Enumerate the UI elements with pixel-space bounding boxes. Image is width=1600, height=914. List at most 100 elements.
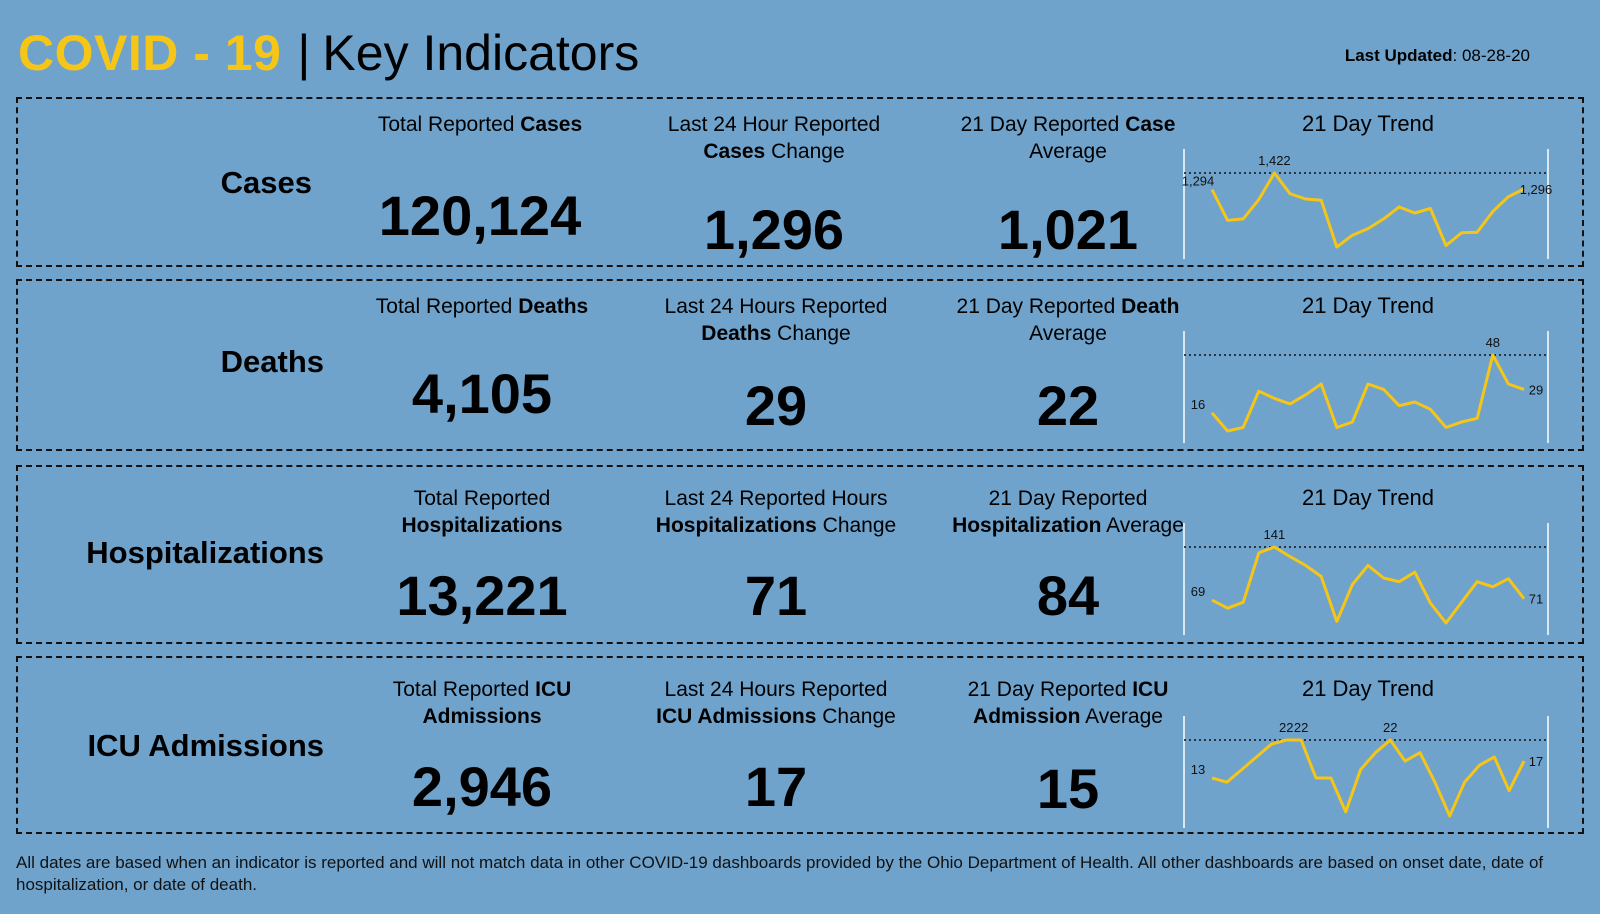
caption-text: Last 24 Hours Reported — [664, 678, 888, 701]
caption-bold: Hospitalizations — [401, 514, 563, 537]
caption-bold: Deaths — [701, 322, 772, 345]
caption-text: Last 24 Reported Hours — [664, 487, 888, 510]
trend-title-cases: 21 Day Trend — [1301, 111, 1435, 136]
caption-text: Average — [1101, 514, 1184, 537]
trend-data-label: 141 — [1264, 527, 1286, 542]
last-updated: Last Updated: 08-28-20 — [1345, 46, 1530, 66]
metric-total-icu: Total Reported ICU Admissions 2,946 — [332, 676, 632, 818]
metric-total-deaths: Total Reported Deaths 4,105 — [332, 293, 632, 425]
trend-data-label: 22 — [1294, 720, 1308, 735]
title-highlight: COVID - 19 — [18, 25, 282, 81]
caption-bold: Cases — [520, 113, 583, 136]
caption-bold: Deaths — [518, 295, 589, 318]
trend-title-deaths: 21 Day Trend — [1301, 293, 1435, 318]
value-average-deaths: 22 — [1036, 374, 1100, 437]
caption-text: Total Reported — [392, 678, 536, 701]
trend-line — [1210, 353, 1525, 433]
icu-panel: ICU Admissions Total Reported ICU Admissi… — [16, 656, 1584, 834]
caption-text: Average — [1085, 705, 1163, 728]
value-change-icu: 17 — [744, 755, 808, 818]
hospitalizations-panel: Hospitalizations Total Reported Hospitali… — [16, 465, 1584, 644]
title-text: Key Indicators — [322, 25, 640, 81]
metric-average-deaths: 21 Day Reported Death Average 22 — [918, 293, 1218, 437]
metric-total-cases: Total Reported Cases 120,124 — [330, 111, 630, 247]
row-label-cases: Cases — [220, 165, 312, 200]
trend-data-label: 1,422 — [1258, 153, 1291, 168]
caption-bold: Case — [1125, 113, 1176, 136]
trend-chart-hospitalizations: 69 141 71 — [1183, 523, 1549, 635]
value-average-cases: 1,021 — [997, 198, 1139, 261]
caption-text: Last 24 Hour Reported — [667, 113, 881, 136]
value-average-hospitalizations: 84 — [1036, 564, 1100, 627]
caption-bold: Admissions — [422, 705, 542, 728]
value-average-icu: 15 — [1036, 757, 1100, 820]
trend-line — [1211, 545, 1526, 625]
caption-bold: Hospitalizations — [655, 514, 817, 537]
metric-average-icu: 21 Day Reported ICU Admission Average 15 — [918, 676, 1218, 820]
row-label-deaths: Deaths — [220, 344, 324, 379]
metric-average-cases: 21 Day Reported Case Average 1,021 — [918, 111, 1218, 261]
metric-change-icu: Last 24 Hours Reported ICU Admissions Cha… — [626, 676, 926, 818]
trend-data-label: 1,294 — [1182, 174, 1214, 189]
value-total-hospitalizations: 13,221 — [396, 564, 568, 627]
caption-text: Total Reported — [375, 295, 519, 318]
caption-text: Last 24 Hours Reported — [664, 295, 888, 318]
trend-data-label: 29 — [1529, 382, 1543, 397]
caption-bold: Admission — [973, 705, 1081, 728]
trend-title-hospitalizations: 21 Day Trend — [1301, 485, 1435, 510]
trend-data-label: 16 — [1191, 397, 1205, 412]
trend-title-icu: 21 Day Trend — [1301, 676, 1435, 701]
caption-text: Change — [816, 705, 896, 728]
caption-text: Change — [816, 514, 897, 537]
metric-total-hospitalizations: Total Reported Hospitalizations 13,221 — [332, 485, 632, 627]
trend-data-label: 1,296 — [1520, 182, 1552, 197]
caption-bold: Death — [1121, 295, 1180, 318]
cases-panel: Cases Total Reported Cases 120,124 Last … — [16, 97, 1584, 267]
metric-average-hospitalizations: 21 Day Reported Hospitalization Average 8… — [904, 485, 1232, 627]
trend-data-label: 71 — [1529, 592, 1543, 607]
page-title: COVID - 19 | Key Indicators — [18, 18, 639, 88]
caption-text: 21 Day Reported — [988, 487, 1148, 510]
metric-change-hospitalizations: Last 24 Reported Hours Hospitalizations C… — [626, 485, 926, 627]
caption-text: Change — [765, 140, 845, 163]
caption-text: Total Reported — [413, 487, 551, 510]
deaths-panel: Deaths Total Reported Deaths 4,105 Last … — [16, 279, 1584, 451]
title-separator: | — [297, 25, 311, 81]
caption-text: Average — [1029, 322, 1107, 345]
caption-text: 21 Day Reported — [960, 113, 1126, 136]
caption-bold: ICU — [1132, 678, 1169, 701]
trend-data-label: 13 — [1191, 762, 1205, 777]
metric-change-deaths: Last 24 Hours Reported Deaths Change 29 — [626, 293, 926, 437]
trend-data-label: 22 — [1279, 720, 1293, 735]
caption-text: 21 Day Reported — [967, 678, 1133, 701]
caption-bold: ICU — [535, 678, 572, 701]
trend-chart-cases: 1,294 1,422 1,296 — [1182, 149, 1552, 259]
last-updated-value: : 08-28-20 — [1452, 46, 1531, 65]
caption-text: Total Reported — [377, 113, 521, 136]
value-total-icu: 2,946 — [411, 755, 553, 818]
metric-change-cases: Last 24 Hour Reported Cases Change 1,296 — [624, 111, 924, 261]
trend-data-label: 17 — [1529, 754, 1543, 769]
trend-data-label: 22 — [1383, 720, 1397, 735]
value-change-deaths: 29 — [744, 374, 808, 437]
trend-chart-deaths: 16 48 29 — [1183, 331, 1549, 443]
caption-text: 21 Day Reported — [956, 295, 1122, 318]
row-label-hospitalizations: Hospitalizations — [86, 535, 324, 570]
trend-data-label: 69 — [1191, 584, 1205, 599]
caption-bold: Hospitalization — [952, 514, 1102, 537]
row-label-icu: ICU Admissions — [87, 728, 324, 763]
caption-bold: Cases — [703, 140, 766, 163]
value-total-cases: 120,124 — [378, 184, 582, 247]
caption-bold: ICU Admissions — [656, 705, 817, 728]
caption-text: Change — [771, 322, 851, 345]
value-change-hospitalizations: 71 — [744, 564, 808, 627]
footer-note: All dates are based when an indicator is… — [16, 853, 1544, 894]
trend-data-label: 48 — [1486, 335, 1500, 350]
trend-line — [1210, 171, 1525, 249]
caption-text: Average — [1029, 140, 1107, 163]
trend-line — [1211, 738, 1526, 818]
value-change-cases: 1,296 — [703, 198, 845, 261]
last-updated-label: Last Updated — [1344, 46, 1453, 65]
value-total-deaths: 4,105 — [411, 362, 553, 425]
